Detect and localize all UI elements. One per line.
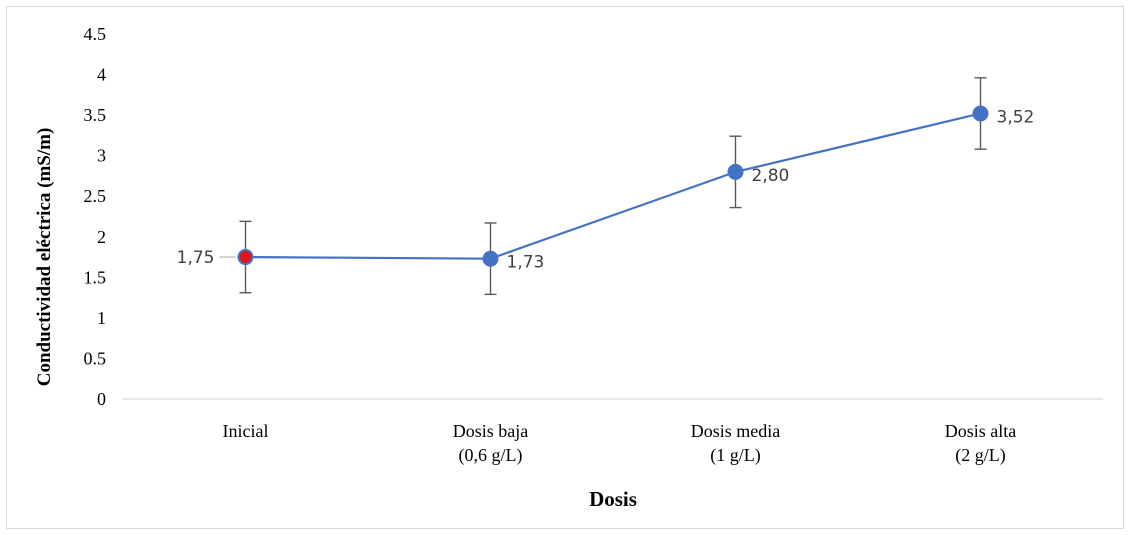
data-point-marker xyxy=(972,105,989,122)
data-point-marker xyxy=(237,249,254,266)
y-tick-label: 3.5 xyxy=(84,105,107,125)
y-tick-label: 1 xyxy=(97,308,106,328)
y-tick-label: 0 xyxy=(97,389,106,409)
y-tick-label: 2 xyxy=(97,227,106,247)
x-tick-label: Dosis alta (2 g/L) xyxy=(945,421,1017,466)
series-polyline xyxy=(245,112,981,260)
data-labels: 1,75 1,73 2,80 3,52 xyxy=(177,107,1035,272)
y-tick-label: 1.5 xyxy=(84,267,107,287)
y-tick-label: 0.5 xyxy=(84,348,107,368)
y-tick-label: 2.5 xyxy=(84,186,107,206)
x-tick-label: Dosis baja (0,6 g/L) xyxy=(453,421,529,466)
x-tick-label: Dosis media (1 g/L) xyxy=(691,421,781,466)
y-tick-label: 4.5 xyxy=(84,24,107,44)
y-axis-title: Conductividad eléctrica (mS/m) xyxy=(34,128,55,387)
data-label: 1,73 xyxy=(507,253,545,273)
data-label: 3,52 xyxy=(997,107,1035,127)
series-line xyxy=(245,112,981,260)
markers xyxy=(237,105,989,267)
y-tick-label: 4 xyxy=(97,65,106,85)
data-label: 2,80 xyxy=(752,166,790,186)
x-axis-title: Dosis xyxy=(589,487,637,511)
chart-frame xyxy=(6,6,1124,529)
y-tick-label: 3 xyxy=(97,146,106,166)
data-point-marker xyxy=(482,250,499,267)
data-point-marker xyxy=(727,163,744,180)
data-label: 1,75 xyxy=(177,248,215,268)
tick-labels: 0 0.5 1 1.5 2 2.5 3 3.5 4 4.5 Inicial Dosis baja (0,… xyxy=(84,24,1017,466)
error-bars xyxy=(239,77,987,296)
x-tick-label: Inicial xyxy=(223,421,269,441)
